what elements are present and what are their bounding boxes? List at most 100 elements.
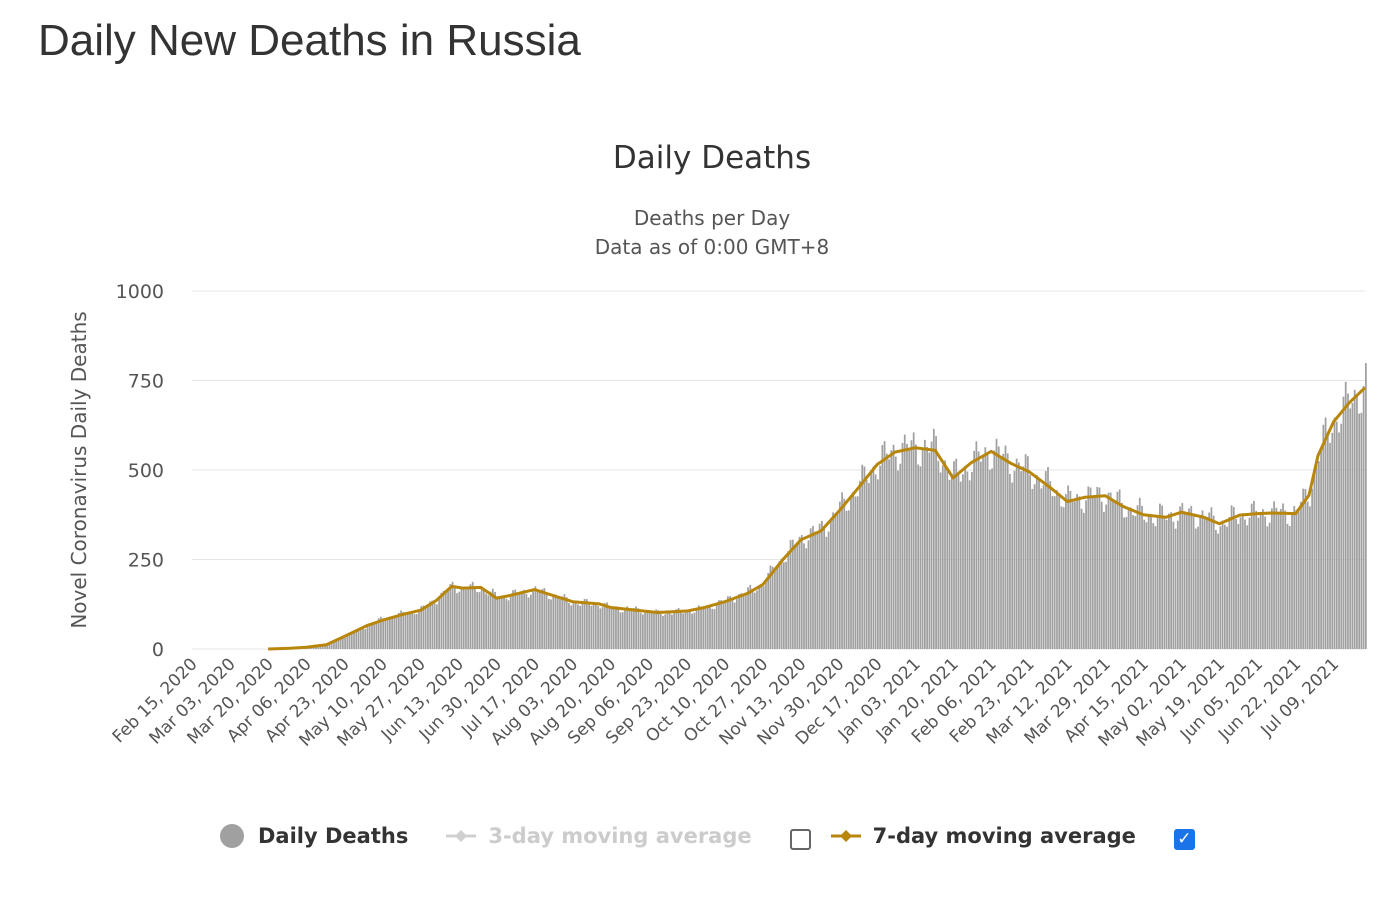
bar-daily-deaths <box>1165 519 1168 649</box>
bar-daily-deaths <box>444 591 447 649</box>
three-day-average-checkbox[interactable] <box>789 828 811 850</box>
bar-daily-deaths <box>534 586 537 649</box>
bar-daily-deaths <box>1145 522 1148 649</box>
legend-item-daily-deaths[interactable]: Daily Deaths <box>220 824 408 848</box>
bar-daily-deaths <box>471 581 474 649</box>
bar-daily-deaths <box>847 510 850 649</box>
bar-daily-deaths <box>1203 516 1206 649</box>
bar-daily-deaths <box>1091 496 1094 649</box>
bar-daily-deaths <box>1114 501 1117 649</box>
bar-daily-deaths <box>436 604 438 649</box>
bar-daily-deaths <box>494 592 496 649</box>
bar-daily-deaths <box>903 434 906 649</box>
bar-daily-deaths <box>362 628 364 649</box>
bar-daily-deaths <box>1000 457 1002 649</box>
bar-daily-deaths <box>442 590 445 649</box>
bar-daily-deaths <box>1185 514 1188 649</box>
bar-daily-deaths <box>402 612 405 649</box>
bar-daily-deaths <box>1181 503 1184 649</box>
bar-daily-deaths <box>424 606 427 649</box>
bar-daily-deaths <box>1047 467 1049 649</box>
bar-daily-deaths <box>554 594 557 649</box>
bar-daily-deaths <box>1121 502 1123 649</box>
bar-daily-deaths <box>1286 523 1289 649</box>
bar-daily-deaths <box>1006 453 1009 649</box>
bar-daily-deaths <box>456 593 458 649</box>
bar-daily-deaths <box>713 609 716 649</box>
bar-daily-deaths <box>800 535 803 649</box>
bar-daily-deaths <box>559 599 561 649</box>
bar-daily-deaths <box>662 615 664 649</box>
y-tick-label: 0 <box>152 639 164 661</box>
bar-daily-deaths <box>532 588 535 649</box>
bar-daily-deaths <box>335 640 338 649</box>
bar-daily-deaths <box>984 447 987 649</box>
bar-daily-deaths <box>545 592 548 649</box>
bar-daily-deaths <box>1320 448 1322 649</box>
bar-daily-deaths <box>583 598 586 649</box>
bar-daily-deaths <box>932 428 935 649</box>
bar-daily-deaths <box>666 612 669 649</box>
bar-daily-deaths <box>1172 521 1175 649</box>
bar-daily-deaths <box>845 510 848 649</box>
seven-day-average-swatch-icon <box>830 830 861 842</box>
bar-daily-deaths <box>850 497 852 649</box>
bar-daily-deaths <box>1353 389 1356 649</box>
legend-item-7-day-average[interactable]: 7-day moving average <box>830 824 1136 848</box>
bar-daily-deaths <box>686 610 689 649</box>
bar-daily-deaths <box>1105 504 1108 649</box>
bar-daily-deaths <box>637 608 640 649</box>
bar-daily-deaths <box>561 596 564 649</box>
bar-daily-deaths <box>418 609 420 649</box>
bar-daily-deaths <box>682 613 684 649</box>
bar-daily-deaths <box>664 614 667 649</box>
bar-daily-deaths <box>366 626 369 649</box>
bar-daily-deaths <box>1031 488 1034 649</box>
bar-daily-deaths <box>715 604 718 649</box>
bar-daily-deaths <box>570 605 573 649</box>
bar-daily-deaths <box>1132 515 1134 649</box>
bar-daily-deaths <box>1009 473 1011 649</box>
bar-daily-deaths <box>1297 511 1300 649</box>
y-axis-title: Novel Coronavirus Daily Deaths <box>67 311 91 628</box>
seven-day-average-checkbox[interactable]: ✓ <box>1173 828 1195 850</box>
bar-daily-deaths <box>962 474 964 649</box>
bar-daily-deaths <box>1232 507 1235 649</box>
bar-daily-deaths <box>422 605 425 649</box>
bar-daily-deaths <box>1212 515 1215 649</box>
bar-daily-deaths <box>1217 533 1220 649</box>
bar-daily-deaths <box>469 584 472 649</box>
bar-daily-deaths <box>1241 513 1244 649</box>
bar-daily-deaths <box>821 520 823 649</box>
bar-daily-deaths <box>832 512 834 649</box>
bar-daily-deaths <box>1076 494 1078 649</box>
bar-daily-deaths <box>624 608 626 649</box>
bar-daily-deaths <box>677 608 680 649</box>
bar-daily-deaths <box>1264 516 1267 649</box>
bar-daily-deaths <box>843 498 846 649</box>
bar-daily-deaths <box>606 602 608 649</box>
bar-daily-deaths <box>500 596 503 649</box>
bar-daily-deaths <box>986 454 989 649</box>
bar-daily-deaths <box>720 600 723 649</box>
bar-daily-deaths <box>722 601 725 649</box>
bar-daily-deaths <box>1125 517 1128 649</box>
bar-daily-deaths <box>1253 500 1255 649</box>
bar-daily-deaths <box>693 612 696 649</box>
bar-daily-deaths <box>1018 462 1020 649</box>
bar-daily-deaths <box>740 593 743 649</box>
bar-daily-deaths <box>440 592 443 649</box>
bar-daily-deaths <box>568 603 570 649</box>
legend-item-3-day-average[interactable]: 3-day moving average <box>446 824 752 848</box>
bar-daily-deaths <box>1324 417 1327 649</box>
bar-daily-deaths <box>671 614 673 649</box>
bar-daily-deaths <box>1078 496 1081 649</box>
bar-daily-deaths <box>1159 503 1161 649</box>
bar-daily-deaths <box>1210 507 1213 649</box>
bar-daily-deaths <box>388 616 391 649</box>
bar-daily-deaths <box>948 479 951 649</box>
bar-daily-deaths <box>957 472 960 649</box>
bar-daily-deaths <box>1096 487 1099 649</box>
bar-daily-deaths <box>552 595 555 649</box>
